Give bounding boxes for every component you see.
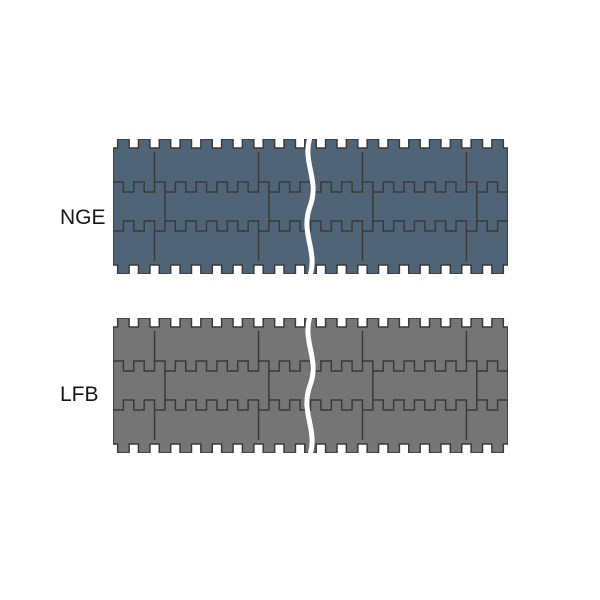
belt-nge <box>113 139 508 274</box>
label-nge: NGE <box>60 206 106 230</box>
label-lfb: LFB <box>60 383 99 407</box>
belt-lfb <box>113 318 508 453</box>
